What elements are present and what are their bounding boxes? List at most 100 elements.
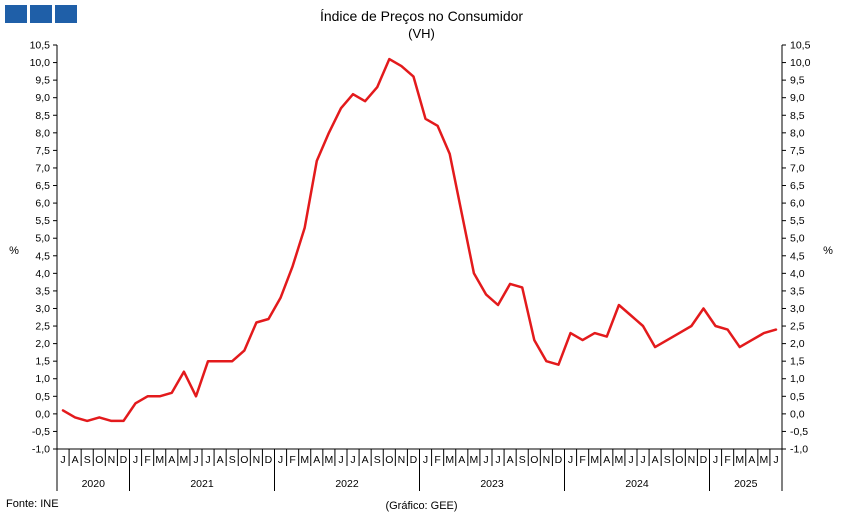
x-month-label: J <box>278 454 283 466</box>
y-tick-label-left: 6,5 <box>35 180 50 192</box>
x-month-label: A <box>217 454 224 466</box>
x-month-label: F <box>289 454 295 466</box>
y-tick-label-right: 10,0 <box>790 57 811 69</box>
x-month-label: J <box>423 454 428 466</box>
y-tick-label-right: 5,0 <box>790 233 805 245</box>
x-month-label: N <box>108 454 116 466</box>
x-month-label: O <box>385 454 393 466</box>
y-axis-label-left: % <box>9 245 19 257</box>
x-month-label: J <box>338 454 343 466</box>
logo-square <box>55 5 77 23</box>
y-tick-label-right: -1,0 <box>790 444 808 456</box>
y-tick-label-right: 0,5 <box>790 391 805 403</box>
x-year-label: 2020 <box>82 478 106 490</box>
y-tick-label-left: -1,0 <box>32 444 50 456</box>
x-month-label: J <box>133 454 138 466</box>
y-tick-label-left: 3,0 <box>35 303 50 315</box>
x-month-label: J <box>350 454 355 466</box>
y-tick-label-left: 10,0 <box>30 57 51 69</box>
x-month-label: O <box>530 454 538 466</box>
x-month-label: J <box>628 454 633 466</box>
x-month-label: F <box>724 454 730 466</box>
y-tick-label-left: 5,5 <box>35 215 50 227</box>
y-tick-label-right: 1,0 <box>790 373 805 385</box>
x-month-label: J <box>483 454 488 466</box>
y-tick-label-left: -0,5 <box>32 426 50 438</box>
chart-title: Índice de Preços no Consumidor <box>319 8 524 24</box>
y-tick-label-left: 5,0 <box>35 233 50 245</box>
x-month-label: D <box>265 454 273 466</box>
chart-series <box>61 57 778 423</box>
x-month-label: F <box>434 454 440 466</box>
x-month-label: A <box>168 454 175 466</box>
x-month-label: M <box>760 454 769 466</box>
x-month-label: N <box>398 454 406 466</box>
x-month-label: M <box>590 454 599 466</box>
x-month-label: N <box>253 454 261 466</box>
y-tick-label-right: 2,5 <box>790 321 805 333</box>
x-month-label: O <box>95 454 103 466</box>
y-tick-label-right: 9,5 <box>790 75 805 87</box>
x-year-label: 2025 <box>734 478 758 490</box>
x-month-label: O <box>240 454 248 466</box>
y-tick-label-left: 2,5 <box>35 321 50 333</box>
y-tick-label-left: 7,0 <box>35 162 50 174</box>
x-month-label: S <box>519 454 526 466</box>
y-tick-label-right: 7,0 <box>790 162 805 174</box>
y-tick-label-left: 4,0 <box>35 268 50 280</box>
y-tick-label-left: 10,5 <box>30 40 51 52</box>
y-tick-label-left: 9,5 <box>35 75 50 87</box>
y-tick-label-right: -0,5 <box>790 426 808 438</box>
y-tick-label-right: 4,0 <box>790 268 805 280</box>
y-tick-label-left: 0,5 <box>35 391 50 403</box>
x-month-label: A <box>603 454 610 466</box>
x-month-label: A <box>313 454 320 466</box>
x-month-label: O <box>675 454 683 466</box>
y-tick-label-left: 1,5 <box>35 356 50 368</box>
x-month-label: N <box>543 454 551 466</box>
y-tick-label-left: 4,5 <box>35 250 50 262</box>
x-year-label: 2023 <box>480 478 504 490</box>
x-month-label: F <box>579 454 585 466</box>
x-month-label: J <box>640 454 645 466</box>
y-tick-label-left: 8,0 <box>35 127 50 139</box>
y-tick-label-right: 8,5 <box>790 110 805 122</box>
y-tick-label-left: 3,5 <box>35 285 50 297</box>
y-tick-label-right: 3,0 <box>790 303 805 315</box>
y-tick-label-right: 6,5 <box>790 180 805 192</box>
y-tick-label-right: 0,0 <box>790 408 805 420</box>
x-month-label: S <box>664 454 671 466</box>
x-month-label: M <box>325 454 334 466</box>
x-month-label: J <box>773 454 778 466</box>
y-tick-label-right: 8,0 <box>790 127 805 139</box>
x-year-label: 2024 <box>625 478 649 490</box>
x-month-label: J <box>495 454 500 466</box>
y-tick-label-right: 10,5 <box>790 40 811 52</box>
x-month-label: J <box>713 454 718 466</box>
y-tick-label-left: 8,5 <box>35 110 50 122</box>
y-tick-label-left: 2,0 <box>35 338 50 350</box>
source-note: Fonte: INE <box>6 498 59 510</box>
x-month-label: N <box>688 454 696 466</box>
x-month-label: F <box>144 454 150 466</box>
chart-axes <box>56 45 783 450</box>
x-month-label: M <box>445 454 454 466</box>
ine-logo-icon <box>5 5 77 23</box>
x-month-label: S <box>374 454 381 466</box>
logo-square <box>30 5 52 23</box>
y-axis-label-right: % <box>823 245 833 257</box>
x-month-label: S <box>84 454 91 466</box>
x-month-label: A <box>458 454 465 466</box>
x-month-label: A <box>652 454 659 466</box>
x-month-label: J <box>60 454 65 466</box>
y-tick-label-right: 3,5 <box>790 285 805 297</box>
y-tick-label-right: 5,5 <box>790 215 805 227</box>
y-tick-label-left: 0,0 <box>35 408 50 420</box>
x-month-label: S <box>229 454 236 466</box>
y-axis-left: -1,0 -0,5 0,0 0,5 1,0 1,5 2,0 2,5 3,0 3,5 4,0 4,5 5,… <box>30 40 57 456</box>
x-month-label: J <box>568 454 573 466</box>
y-axis-right: -1,0 -0,5 0,0 0,5 1,0 1,5 2,0 2,5 3,0 3,5 4,0 4,5 5,… <box>782 40 811 456</box>
y-tick-label-left: 1,0 <box>35 373 50 385</box>
x-month-label: A <box>362 454 369 466</box>
